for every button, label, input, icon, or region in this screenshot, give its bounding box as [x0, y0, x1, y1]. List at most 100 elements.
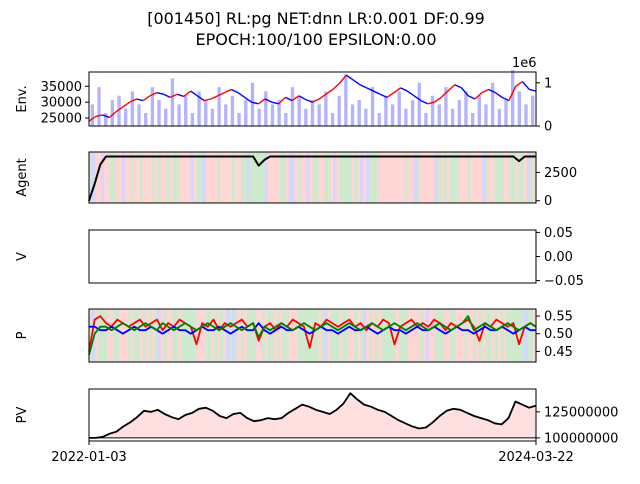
volume-bar: [344, 74, 348, 126]
price-segment: [386, 92, 395, 98]
action-band: [330, 309, 334, 362]
action-band: [446, 152, 451, 203]
action-band: [226, 309, 230, 362]
volume-bar: [457, 100, 461, 126]
price-segment: [230, 88, 239, 94]
action-band: [279, 152, 284, 203]
action-band: [416, 152, 421, 203]
volume-bar: [104, 113, 108, 126]
action-band: [440, 152, 445, 203]
price-segment: [440, 90, 449, 98]
value-panel: 0.05 0.00 −0.05 V: [15, 226, 584, 289]
action-band: [181, 152, 185, 203]
volume-bar: [417, 82, 421, 126]
action-band: [392, 152, 397, 203]
action-band: [279, 309, 284, 362]
action-band: [419, 309, 424, 362]
action-band: [413, 152, 418, 203]
action-band: [455, 152, 460, 203]
action-band: [404, 309, 409, 362]
action-band: [446, 309, 451, 362]
right-tick-label: 2500: [544, 166, 577, 181]
action-band: [229, 152, 233, 203]
price-segment: [339, 74, 347, 84]
action-band: [491, 152, 495, 203]
action-band: [533, 152, 537, 203]
axes-frame: [88, 229, 537, 284]
action-band: [205, 152, 209, 203]
subplot-stack: 250003000035000011e6Env.02500Agent0.050.…: [15, 56, 618, 446]
price-segment: [373, 90, 381, 95]
action-band: [214, 152, 218, 203]
action-band: [324, 152, 328, 203]
action-band: [348, 309, 352, 362]
action-band: [178, 309, 182, 362]
volume-bar: [464, 91, 468, 126]
action-band: [309, 309, 314, 362]
action-band: [273, 152, 278, 203]
action-band: [208, 309, 212, 362]
action-band: [306, 309, 311, 362]
action-band: [178, 152, 182, 203]
price-segment: [278, 96, 286, 105]
right-tick-label: 0: [544, 194, 552, 209]
y-axis-label: Agent: [15, 158, 30, 196]
action-band: [384, 309, 388, 362]
price-segment: [312, 98, 320, 103]
volume-bar: [484, 104, 488, 126]
y-axis-label: P: [15, 331, 30, 339]
price-segment: [183, 90, 192, 98]
action-band: [184, 152, 188, 203]
volume-bar: [177, 104, 181, 126]
action-band: [503, 152, 507, 203]
x-start-date-label: 2022-01-03: [51, 450, 127, 465]
action-band: [351, 309, 355, 362]
action-band: [449, 152, 454, 203]
action-band: [342, 152, 346, 203]
action-band: [509, 152, 513, 203]
volume-bar: [430, 95, 435, 126]
action-band: [345, 152, 349, 203]
action-band: [202, 152, 206, 203]
action-band: [315, 152, 320, 203]
action-band: [312, 152, 317, 203]
action-band: [333, 152, 337, 203]
action-band: [342, 309, 346, 362]
action-band: [288, 152, 293, 203]
action-band: [229, 309, 233, 362]
action-band: [172, 152, 177, 203]
action-band: [246, 309, 251, 362]
volume-bar: [424, 113, 428, 126]
price-segment: [115, 106, 124, 113]
volume-bar: [297, 95, 301, 126]
action-band: [518, 152, 522, 203]
volume-bar: [477, 95, 481, 126]
action-band: [458, 309, 463, 362]
action-band: [252, 152, 257, 203]
price-segment: [210, 95, 218, 100]
price-segment: [515, 80, 523, 87]
volume-bar: [284, 113, 288, 126]
action-band: [91, 152, 96, 203]
agent-panel: 0 2500 Agent: [15, 151, 577, 209]
price-segment: [332, 82, 341, 90]
action-band: [521, 152, 525, 203]
action-band: [348, 152, 352, 203]
action-band: [249, 309, 254, 362]
price-segment: [447, 84, 456, 92]
action-band: [321, 152, 326, 203]
action-band: [142, 309, 147, 362]
action-band: [339, 152, 343, 203]
price-segment: [474, 92, 483, 100]
action-band: [238, 152, 242, 203]
action-band: [419, 152, 424, 203]
action-band: [533, 309, 537, 362]
action-band: [243, 309, 248, 362]
action-band: [246, 152, 251, 203]
action-band: [211, 309, 215, 362]
action-band: [172, 309, 177, 362]
action-band: [166, 309, 171, 362]
volume-bar: [277, 100, 281, 126]
action-band: [100, 309, 105, 362]
action-band: [276, 152, 281, 203]
